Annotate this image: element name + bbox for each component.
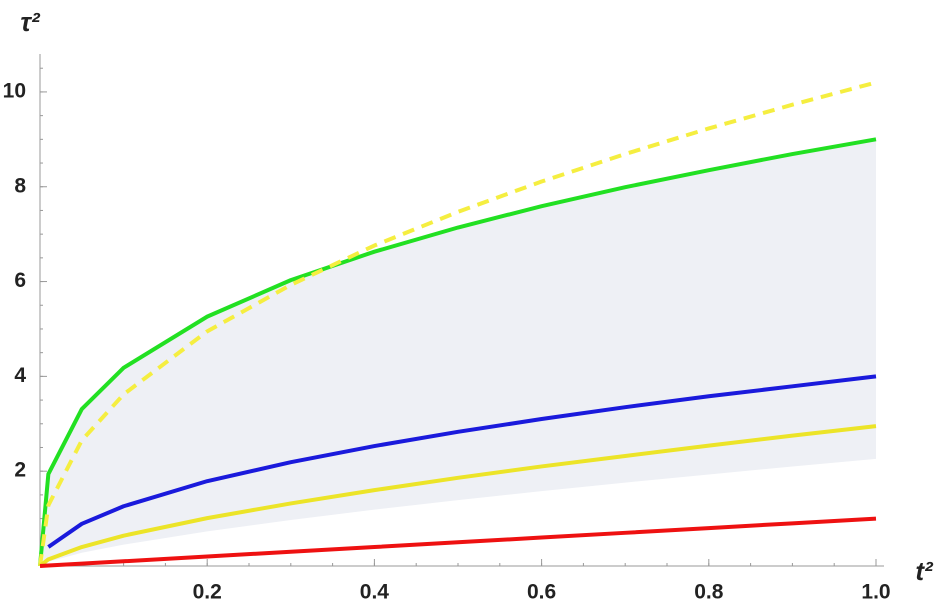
y-axis-label: τ² xyxy=(20,7,41,37)
x-axis-label: t² xyxy=(915,556,934,586)
series-line xyxy=(39,516,877,568)
series-line xyxy=(47,374,877,549)
x-tick-label: 0.8 xyxy=(694,581,724,604)
y-tick-label: 6 xyxy=(14,269,26,292)
y-tick-label: 2 xyxy=(14,459,26,482)
shaded-band xyxy=(40,139,876,567)
x-tick-label: 0.2 xyxy=(193,581,222,604)
series-line xyxy=(38,137,877,567)
y-tick-label: 4 xyxy=(14,364,26,387)
series-line xyxy=(38,424,877,568)
x-tick-label: 0.6 xyxy=(527,581,556,604)
x-tick-label: 1.0 xyxy=(861,581,890,604)
y-tick-label: 10 xyxy=(3,79,26,102)
y-tick-label: 8 xyxy=(14,174,26,197)
x-tick-label: 0.4 xyxy=(360,581,390,604)
series-line xyxy=(38,80,877,567)
